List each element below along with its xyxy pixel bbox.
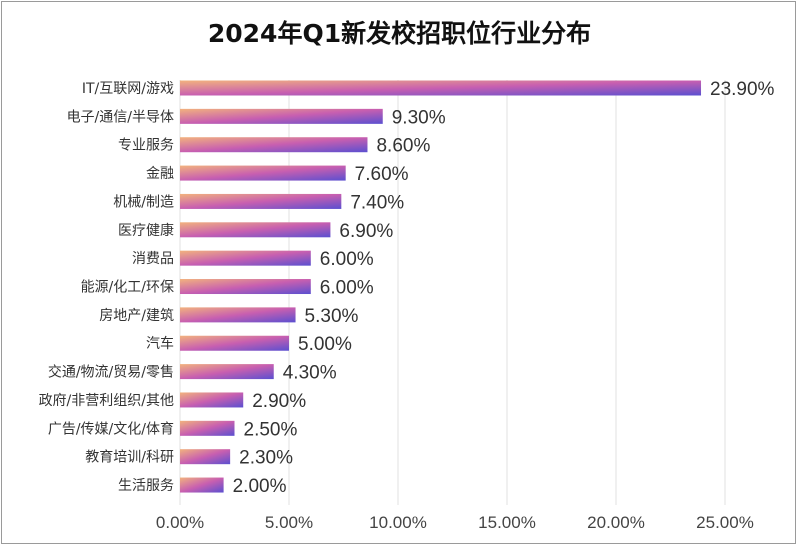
x-tick-label: 5.00% [265, 513, 313, 532]
x-tick-label: 10.00% [369, 513, 427, 532]
data-label: 5.30% [305, 306, 359, 327]
bar [180, 420, 235, 436]
data-label: 4.30% [283, 363, 337, 384]
bar [180, 364, 274, 380]
x-tick-label: 15.00% [478, 513, 536, 532]
bar [180, 477, 224, 493]
category-label: 房地产/建筑 [99, 308, 174, 324]
bar [180, 250, 311, 266]
bar [180, 392, 244, 408]
data-label: 5.00% [298, 334, 352, 355]
data-label: 7.40% [350, 192, 404, 213]
data-label: 9.30% [392, 107, 446, 128]
category-label: 交通/物流/贸易/零售 [48, 364, 174, 381]
data-label: 23.90% [710, 79, 775, 100]
category-label: IT/互联网/游戏 [82, 81, 174, 97]
data-label: 2.50% [244, 419, 298, 440]
bar [180, 335, 289, 351]
chart-title: 2024年Q1新发校招职位行业分布 [207, 19, 592, 48]
category-label: 医疗健康 [118, 222, 174, 239]
category-label: 能源/化工/环保 [81, 280, 174, 296]
category-label: 广告/传媒/文化/体育 [48, 421, 174, 437]
data-label: 8.60% [376, 136, 430, 157]
bar [180, 449, 231, 465]
bar [180, 222, 331, 238]
bar [180, 279, 311, 295]
data-label: 6.00% [320, 249, 374, 270]
category-label: 消费品 [132, 251, 174, 267]
bar [180, 165, 346, 181]
category-label: 机械/制造 [113, 194, 174, 210]
bar [180, 193, 342, 209]
data-label: 2.00% [233, 476, 287, 497]
data-label: 6.90% [339, 221, 393, 242]
category-label: 电子/通信/半导体 [67, 109, 174, 125]
category-label: 政府/非营利组织/其他 [39, 393, 174, 409]
bar [180, 307, 296, 323]
category-label: 专业服务 [118, 138, 174, 154]
category-label: 汽车 [146, 335, 174, 352]
bar [180, 80, 702, 96]
x-tick-label: 25.00% [696, 513, 754, 532]
x-tick-label: 0.00% [156, 513, 204, 532]
x-tick-label: 20.00% [587, 513, 645, 532]
category-label: 金融 [146, 166, 174, 182]
category-label: 教育培训/科研 [85, 450, 174, 466]
category-label: 生活服务 [118, 478, 174, 494]
bar [180, 137, 368, 153]
data-label: 2.90% [252, 391, 306, 412]
bar [180, 108, 383, 124]
data-label: 2.30% [239, 448, 293, 469]
data-label: 7.60% [355, 164, 409, 185]
data-label: 6.00% [320, 278, 374, 299]
